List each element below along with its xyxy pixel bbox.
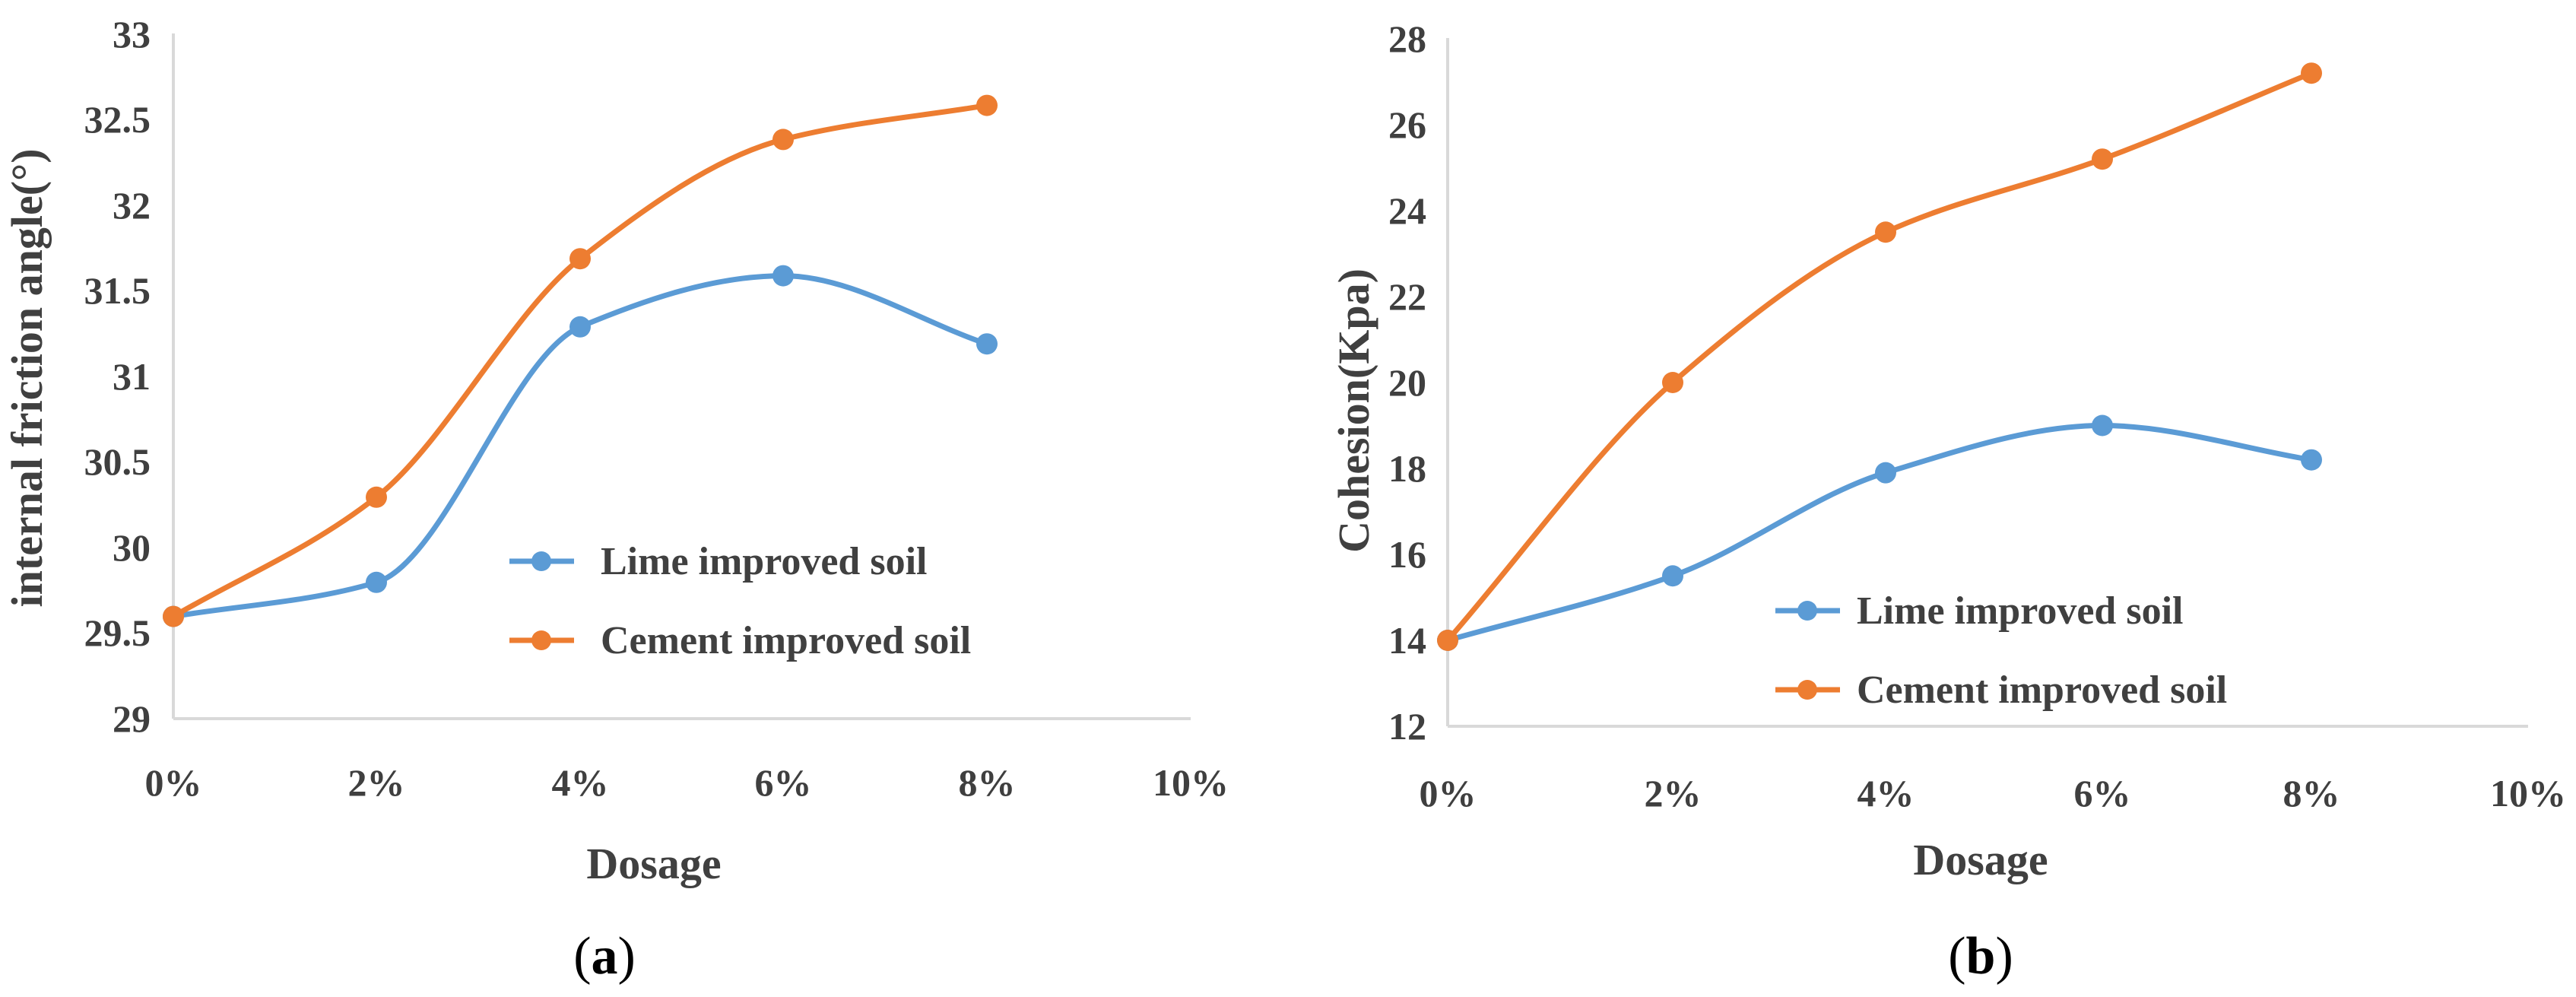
- chart-b-panel-label: (b): [1948, 927, 2013, 986]
- chart-a-y-tick: 31.5: [84, 269, 151, 312]
- chart-b-x-tick: 2%: [1645, 772, 1702, 814]
- chart-a-x-axis-title: Dosage: [586, 839, 721, 888]
- chart-a-point-lime-4pct: [569, 316, 591, 338]
- chart-b: 12 14 16 18 20 22 24 26 28 0% 2% 4% 6% 8…: [1329, 17, 2566, 986]
- chart-b-y-tick: 26: [1388, 103, 1426, 146]
- chart-a-legend: Lime improved soil Cement improved soil: [509, 540, 971, 662]
- chart-a-legend-label-cement: Cement improved soil: [601, 619, 971, 662]
- chart-b-point-cement-2pct: [1662, 372, 1683, 393]
- chart-a-point-lime-2pct: [366, 571, 387, 593]
- chart-b-point-cement-4pct: [1875, 221, 1896, 243]
- chart-b-legend-marker-cement: [1797, 680, 1817, 700]
- chart-b-legend-marker-lime: [1797, 601, 1817, 621]
- chart-a-point-lime-8pct: [976, 333, 998, 355]
- chart-b-y-tick: 28: [1388, 17, 1426, 60]
- chart-b-y-axis-title: Cohesion(Kpa): [1329, 268, 1378, 553]
- chart-a-legend-marker-lime: [531, 551, 551, 571]
- chart-b-series: [1437, 62, 2322, 651]
- chart-a-legend-marker-cement: [531, 630, 551, 650]
- chart-a-x-tick: 6%: [755, 761, 812, 804]
- chart-a-x-tick: 4%: [552, 761, 609, 804]
- chart-b-y-tick: 16: [1388, 533, 1426, 576]
- chart-a-x-tick: 10%: [1153, 761, 1229, 804]
- chart-a-point-cement-8pct: [976, 94, 998, 116]
- chart-b-legend-label-lime: Lime improved soil: [1857, 589, 2183, 633]
- chart-a-point-cement-6pct: [772, 129, 794, 151]
- chart-b-x-tick: 4%: [1857, 772, 1915, 814]
- chart-a-series: [163, 94, 998, 627]
- chart-b-legend: Lime improved soil Cement improved soil: [1775, 589, 2227, 712]
- chart-b-point-lime-2pct: [1662, 565, 1683, 587]
- chart-b-x-tick: 10%: [2490, 772, 2566, 814]
- chart-b-point-lime-4pct: [1875, 462, 1896, 484]
- chart-b-x-axis-title: Dosage: [1913, 835, 2048, 884]
- chart-a-x-tick: 0%: [145, 761, 202, 804]
- chart-b-y-tick: 18: [1388, 447, 1426, 490]
- chart-a-series-line-cement: [170, 103, 990, 620]
- chart-a-y-tick: 31: [113, 355, 151, 398]
- chart-a-y-tick: 32: [113, 184, 151, 227]
- chart-b-series-line-cement: [1445, 70, 2314, 643]
- chart-a-panel-label: (a): [573, 927, 636, 986]
- chart-b-legend-label-cement: Cement improved soil: [1857, 668, 2227, 712]
- chart-a-point-lime-6pct: [772, 265, 794, 287]
- chart-a-x-tick: 8%: [959, 761, 1016, 804]
- chart-a-point-cement-0pct: [163, 605, 184, 627]
- chart-b-x-tick: 0%: [1420, 772, 1477, 814]
- chart-b-x-tick: 6%: [2074, 772, 2131, 814]
- chart-a-point-cement-2pct: [366, 486, 387, 508]
- chart-b-point-lime-8pct: [2301, 449, 2322, 471]
- chart-a-legend-label-lime: Lime improved soil: [601, 540, 927, 583]
- chart-a-y-tick: 29.5: [84, 611, 151, 654]
- chart-a-x-tick: 2%: [348, 761, 405, 804]
- chart-b-y-tick: 12: [1388, 705, 1426, 748]
- chart-a-y-tick: 29: [113, 697, 151, 740]
- chart-b-point-cement-6pct: [2092, 148, 2113, 170]
- chart-a-panel-letter: a: [592, 927, 618, 986]
- chart-b-y-tick: 22: [1388, 275, 1426, 318]
- chart-a-point-cement-4pct: [569, 248, 591, 270]
- chart-b-y-tick: 14: [1388, 619, 1426, 662]
- chart-b-point-cement-8pct: [2301, 62, 2322, 84]
- chart-a-y-tick: 33: [113, 13, 151, 56]
- chart-a-y-tick: 30: [113, 526, 151, 569]
- chart-a-y-axis-title: internal friction angle(°): [2, 148, 52, 607]
- chart-b-y-tick: 20: [1388, 361, 1426, 404]
- chart-b-y-tick: 24: [1388, 189, 1426, 232]
- chart-a-y-tick: 30.5: [84, 440, 151, 483]
- chart-b-x-tick: 8%: [2283, 772, 2340, 814]
- chart-a: 29 29.5 30 30.5 31 31.5 32 32.5 33 0% 2%…: [2, 13, 1229, 986]
- chart-b-panel-letter: b: [1966, 927, 1996, 986]
- chart-a-y-tick: 32.5: [84, 98, 151, 141]
- chart-b-point-lime-6pct: [2092, 414, 2113, 437]
- chart-b-point-cement-0pct: [1437, 630, 1458, 651]
